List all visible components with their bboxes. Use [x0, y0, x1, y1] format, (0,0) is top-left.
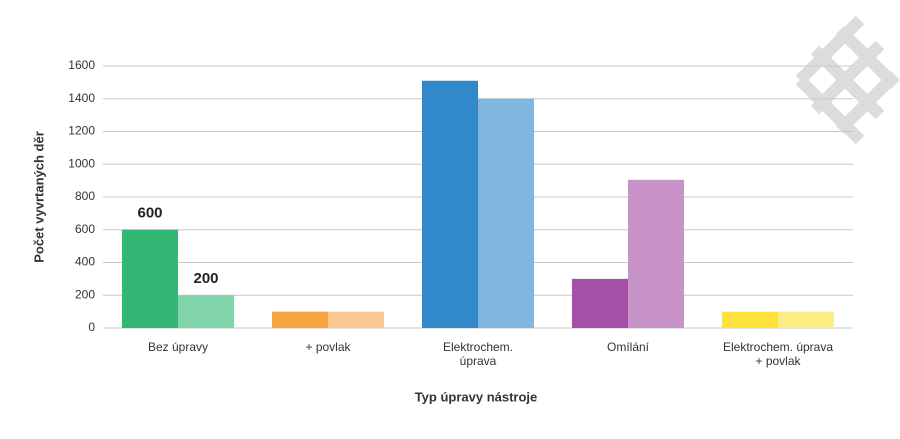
y-tick-label: 1600	[68, 58, 95, 72]
y-tick-label: 0	[88, 320, 95, 334]
bar	[422, 80, 478, 328]
y-tick-label: 200	[75, 287, 95, 301]
bar	[328, 311, 384, 328]
bar	[272, 311, 328, 328]
bar	[778, 311, 834, 328]
x-tick-label: Bez úpravy	[148, 340, 208, 354]
y-tick-label: 1200	[68, 124, 95, 138]
x-tick-label: Elektrochem. úprava + povlak	[723, 340, 833, 368]
x-axis-title: Typ úpravy nástroje	[415, 389, 538, 404]
y-axis-title: Počet vyvrtaných děr	[31, 131, 46, 263]
y-tick-label: 1000	[68, 156, 95, 170]
bar	[628, 179, 684, 328]
bar	[722, 311, 778, 328]
bar	[122, 229, 178, 328]
y-tick-label: 1400	[68, 91, 95, 105]
bar	[178, 295, 234, 328]
x-tick-label: Elektrochem. úprava	[443, 340, 513, 368]
value-label: 200	[193, 270, 218, 287]
bar	[572, 278, 628, 328]
y-tick-label: 600	[75, 222, 95, 236]
y-tick-label: 800	[75, 189, 95, 203]
bar	[478, 98, 534, 328]
value-label: 600	[137, 205, 162, 222]
x-tick-label: Omílání	[607, 340, 650, 354]
watermark-logo	[795, 15, 900, 145]
y-tick-label: 400	[75, 255, 95, 269]
x-tick-label: + povlak	[305, 340, 351, 354]
